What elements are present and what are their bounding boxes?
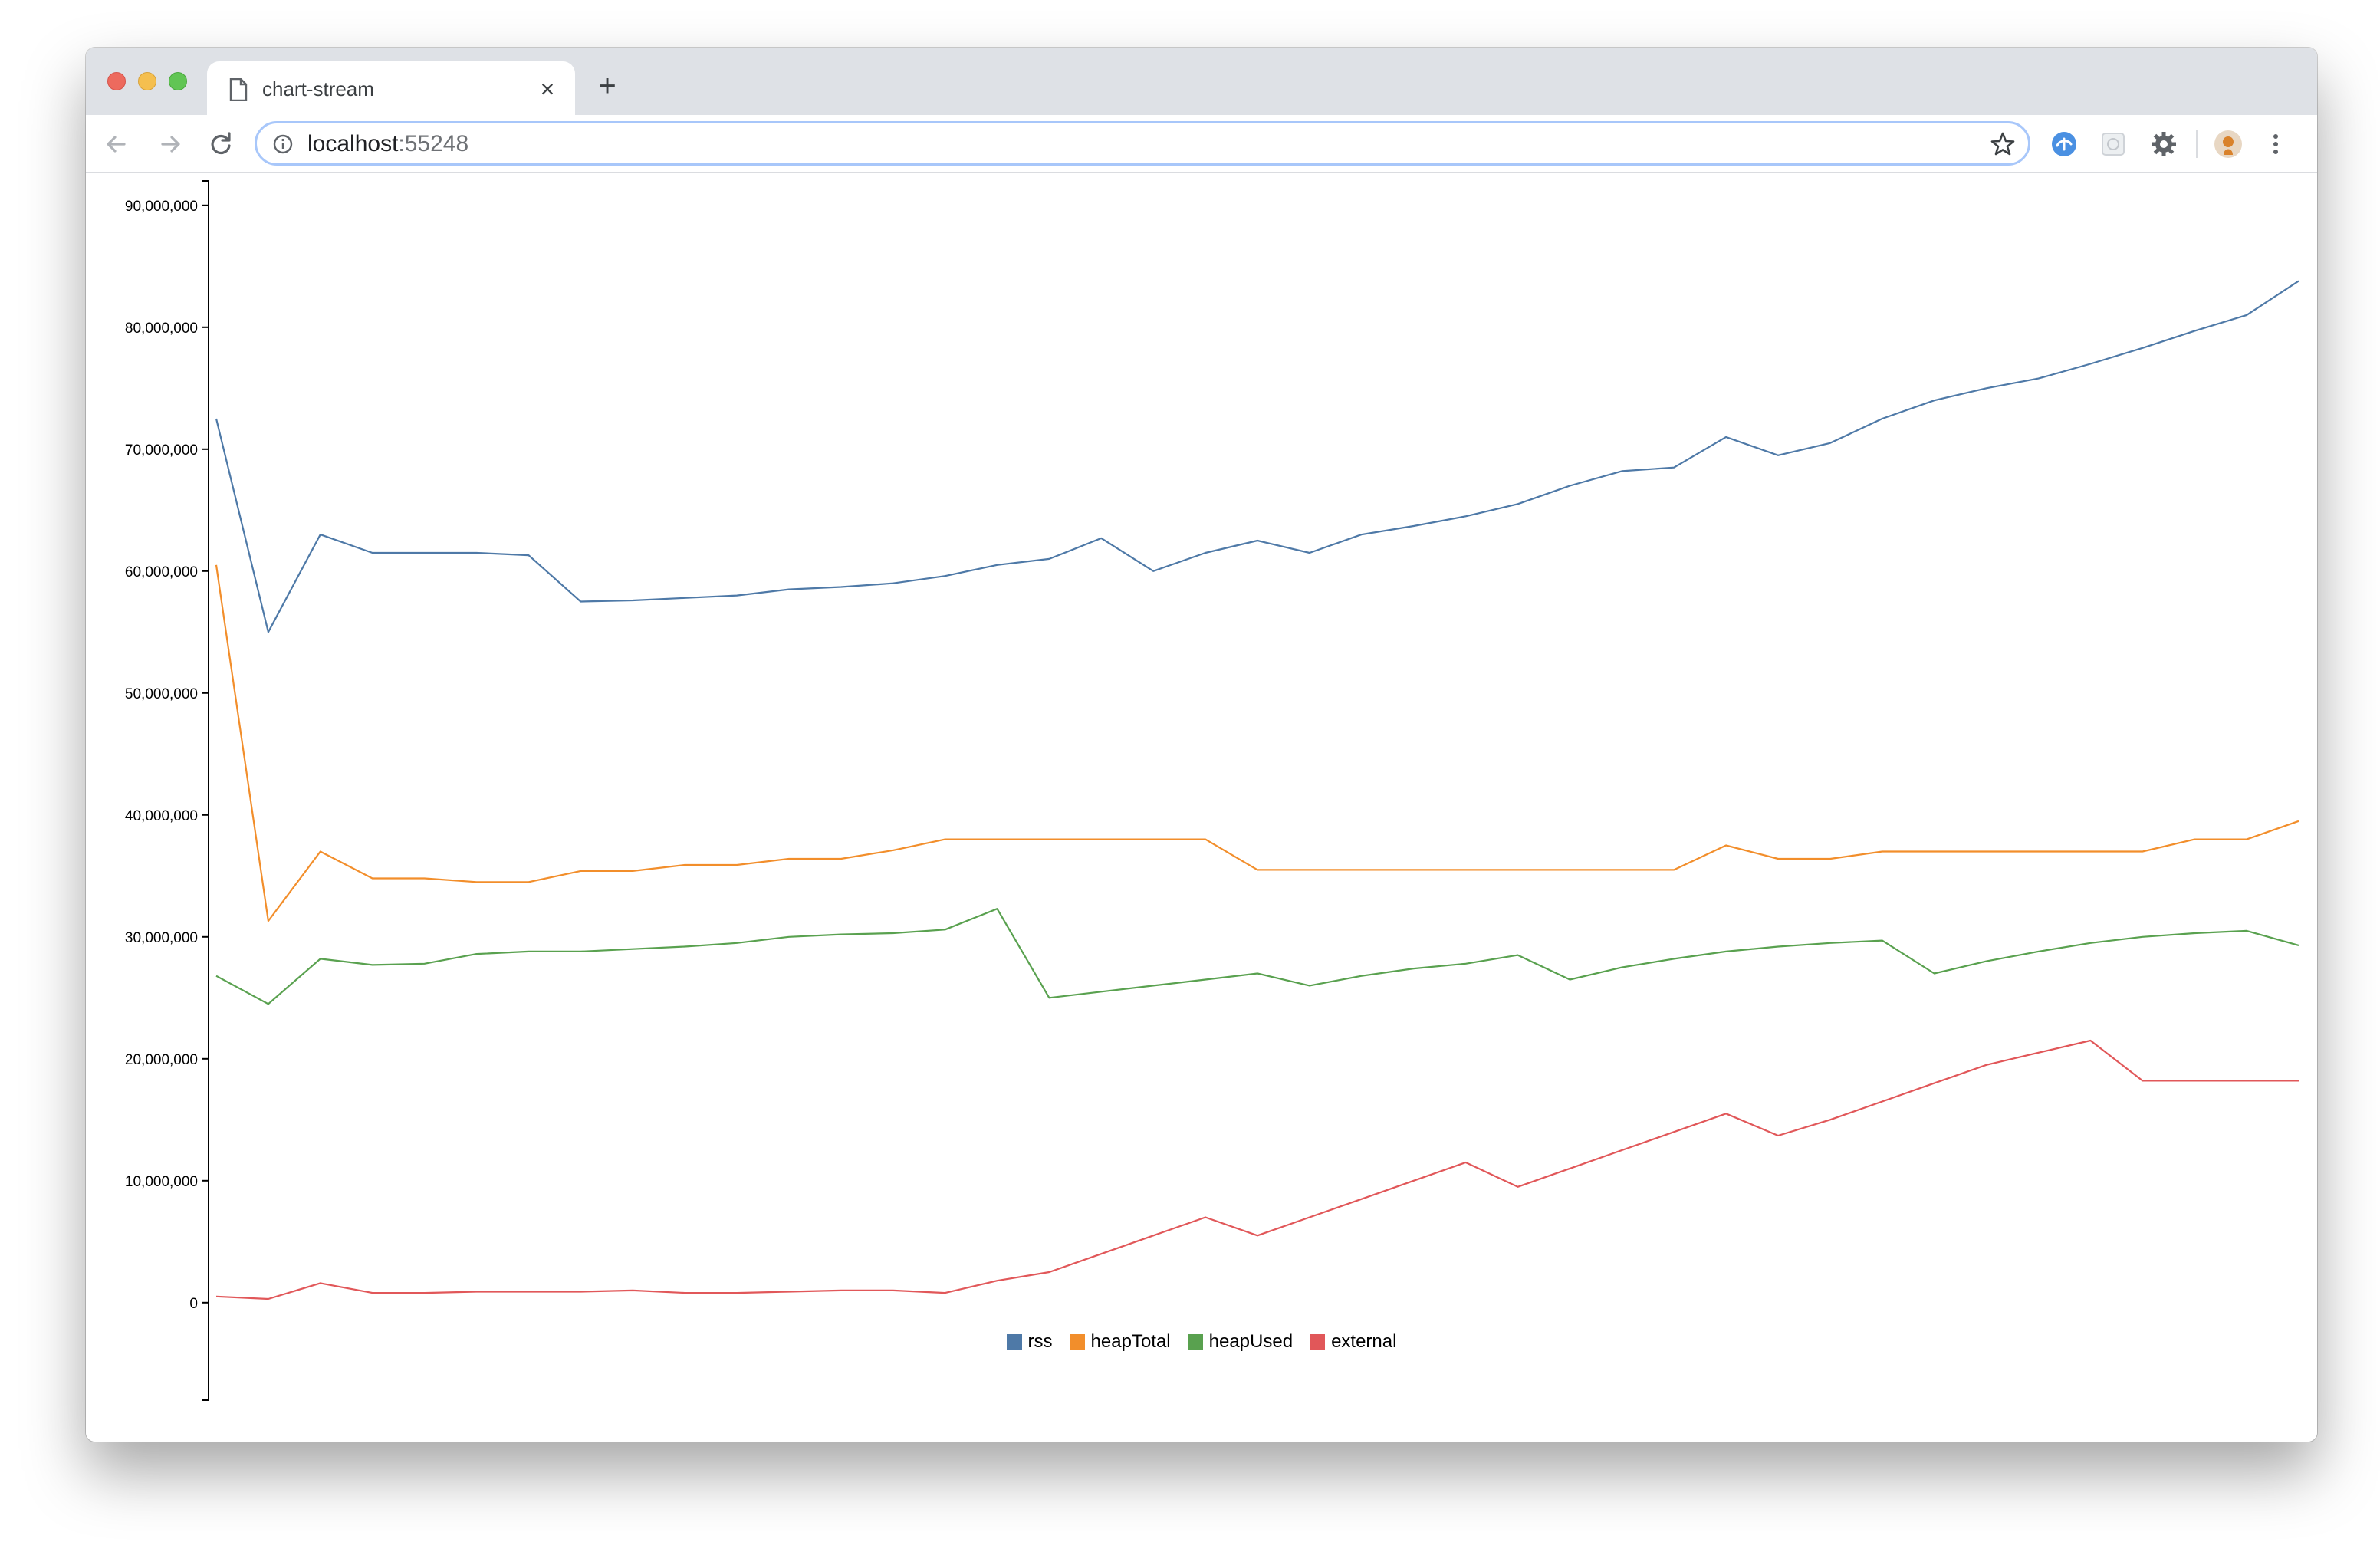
legend-swatch (1069, 1334, 1085, 1350)
extension-icon[interactable] (2148, 129, 2179, 159)
y-tick-label: 40,000,000 (125, 808, 198, 824)
extension-icon[interactable] (2098, 129, 2129, 159)
y-tick-label: 80,000,000 (125, 321, 198, 337)
y-axis: 0 10,000,000 20,000,000 30,000,000 40,000,00… (125, 180, 209, 1401)
tab-title: chart-stream (262, 77, 374, 100)
legend-swatch (1187, 1334, 1203, 1350)
back-arrow-icon[interactable] (100, 127, 133, 161)
series-line-external (215, 1039, 2299, 1300)
star-icon[interactable] (1990, 131, 2016, 157)
extension-icon[interactable] (2049, 129, 2079, 159)
y-axis-line (202, 180, 209, 1401)
y-tick-label: 70,000,000 (125, 442, 198, 459)
minimize-window-button[interactable] (138, 72, 156, 90)
url-text[interactable]: localhost:55248 (307, 131, 469, 156)
browser-toolbar: localhost:55248 (86, 115, 2317, 173)
browser-tab[interactable]: chart-stream × (207, 61, 575, 117)
address-bar[interactable]: localhost:55248 (255, 121, 2030, 166)
legend-item-rss[interactable]: rss (1006, 1331, 1053, 1353)
toolbar-divider (2196, 130, 2198, 158)
legend-swatch (1006, 1334, 1022, 1350)
new-tab-button[interactable]: + (598, 69, 616, 103)
legend-label: rss (1027, 1331, 1053, 1352)
legend-item-heapTotal[interactable]: heapTotal (1069, 1331, 1171, 1353)
y-tick-label: 20,000,000 (125, 1052, 198, 1068)
forward-arrow-icon[interactable] (153, 127, 187, 161)
browser-window: chart-stream × + localhost:55248 (86, 48, 2317, 1442)
legend-label: heapTotal (1090, 1331, 1171, 1352)
chart-legend: rss heapTotal heapUsed external (86, 1327, 2317, 1357)
y-tick-label: 60,000,000 (125, 564, 198, 580)
page-content: 0 10,000,000 20,000,000 30,000,000 40,000,00… (86, 173, 2317, 1442)
series-line-heapTotal (215, 564, 2299, 922)
y-tick-label: 0 (189, 1296, 198, 1312)
title-bar: chart-stream × + (86, 48, 2317, 117)
legend-item-heapUsed[interactable]: heapUsed (1187, 1331, 1294, 1353)
maximize-window-button[interactable] (169, 72, 187, 90)
legend-swatch (1310, 1334, 1326, 1350)
legend-label: heapUsed (1208, 1331, 1294, 1352)
y-tick-label: 30,000,000 (125, 930, 198, 946)
y-tick-label: 10,000,000 (125, 1174, 198, 1190)
series-line-heapUsed (215, 908, 2299, 1005)
legend-label: external (1331, 1331, 1397, 1352)
y-tick-label: 50,000,000 (125, 686, 198, 702)
y-tick-label: 90,000,000 (125, 199, 198, 215)
legend-item-external[interactable]: external (1310, 1331, 1396, 1353)
close-tab-icon[interactable]: × (540, 75, 555, 103)
close-window-button[interactable] (107, 72, 126, 90)
reload-icon[interactable] (204, 127, 238, 161)
series-line-rss (215, 280, 2299, 633)
profile-avatar-icon[interactable] (2213, 129, 2244, 159)
info-icon[interactable] (272, 133, 294, 155)
document-icon (229, 78, 248, 101)
chart-lines (215, 280, 2299, 1300)
menu-kebab-icon[interactable] (2260, 129, 2291, 159)
line-chart: 0 10,000,000 20,000,000 30,000,000 40,000,00… (125, 180, 2299, 1401)
